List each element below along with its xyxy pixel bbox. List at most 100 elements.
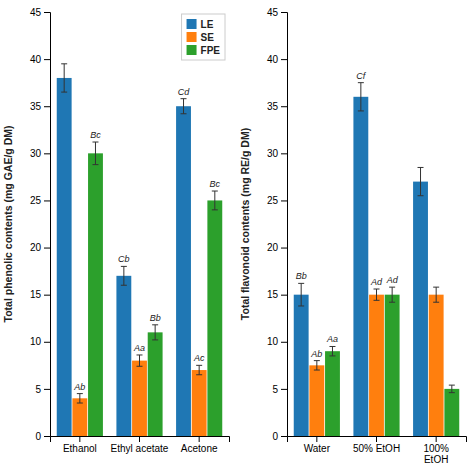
tick: 10 [267,336,287,347]
tick-label-line: EtOH [424,454,448,465]
error-bar [298,283,304,306]
tick-mark [436,436,437,442]
tick-mark [376,436,377,442]
tick-label: 10 [30,336,42,347]
legend-item: LE [187,19,214,30]
tick: 100%EtOH [423,436,449,465]
y-axis: 051015202530354045 [30,7,51,442]
bar [429,295,444,436]
plot-area [294,83,460,436]
tick-label: Ethyl acetate [111,443,169,454]
bar [385,295,400,436]
tick: 50% EtOH [353,436,400,454]
error-bar [314,361,320,370]
bar [57,78,72,436]
bar [353,97,368,436]
annotation: Ac [193,353,205,363]
tick-label: Acetone [181,443,218,454]
legend: LE SE FPE [182,14,225,60]
annotation: Cb [118,254,130,264]
error-bar [152,325,158,340]
tick-label: 30 [267,148,279,159]
error-bar [181,99,187,114]
tick-mark [44,106,50,107]
bar [325,351,340,436]
annotations: BbCfAbAdAaAd [296,71,399,359]
tick-label: 25 [30,195,42,206]
legend-item: FPE [187,45,221,56]
tick-label-line: 100% [423,443,449,454]
annotation: Bc [90,130,101,140]
tick: 10 [30,336,50,347]
tick-mark [44,12,50,13]
tick-label: 45 [267,7,279,18]
series [309,287,443,436]
plot-area [57,64,223,436]
tick: 0 [272,431,287,442]
tick: 35 [30,101,50,112]
tick: 20 [267,242,287,253]
tick-label: 35 [30,101,42,112]
tick-mark [281,200,287,201]
tick-label: 45 [30,7,42,18]
bar [192,370,207,436]
panel: 051015202530354045EthanolEthyl acetateAc… [2,7,230,454]
tick: 40 [30,54,50,65]
tick-label: Ethanol [63,443,97,454]
legend-label: FPE [201,45,221,56]
tick-mark [281,342,287,343]
tick-label: 20 [30,242,42,253]
tick-mark [44,248,50,249]
legend-item: SE [187,32,215,43]
tick-mark [316,436,317,442]
tick: Ethanol [63,436,97,454]
tick: 45 [267,7,287,18]
annotation: Bb [296,271,307,281]
error-bar [121,266,127,285]
legend-swatch [187,32,197,42]
tick: 30 [30,148,50,159]
bar [309,365,324,436]
bar [72,398,87,436]
annotation: Bb [150,313,161,323]
tick-mark [44,200,50,201]
tick-mark [281,389,287,390]
annotations: CbCdAbAaAcBcBbBc [73,87,220,392]
tick-label: 25 [267,195,279,206]
series [88,142,222,436]
tick-mark [79,436,80,442]
tick-label: 40 [267,54,279,65]
error-bar [212,191,218,210]
error-bar [329,346,335,355]
tick: 20 [30,242,50,253]
bar [444,389,459,436]
annotation: Aa [133,343,145,353]
error-bar [374,289,380,300]
tick-mark [281,59,287,60]
tick-label: Water [304,443,331,454]
tick: Ethyl acetate [111,436,169,454]
annotation: Bc [210,179,221,189]
axis-line [44,13,51,437]
series [294,83,428,436]
tick-mark [44,342,50,343]
annotation: Ab [73,382,85,392]
series [57,64,191,436]
tick: 30 [267,148,287,159]
error-bar [196,365,202,374]
tick-mark [44,389,50,390]
tick-mark [281,248,287,249]
series [325,287,459,436]
bar [369,295,384,436]
tick-label: 35 [267,101,279,112]
annotation: Aa [326,334,338,344]
annotation: Cf [356,71,366,81]
tick-label: 15 [267,289,279,300]
tick-mark [44,59,50,60]
tick: 25 [30,195,50,206]
tick-label: 40 [30,54,42,65]
tick: 15 [267,289,287,300]
legend-swatch [187,19,197,29]
tick: Acetone [181,436,218,454]
tick-mark [44,295,50,296]
